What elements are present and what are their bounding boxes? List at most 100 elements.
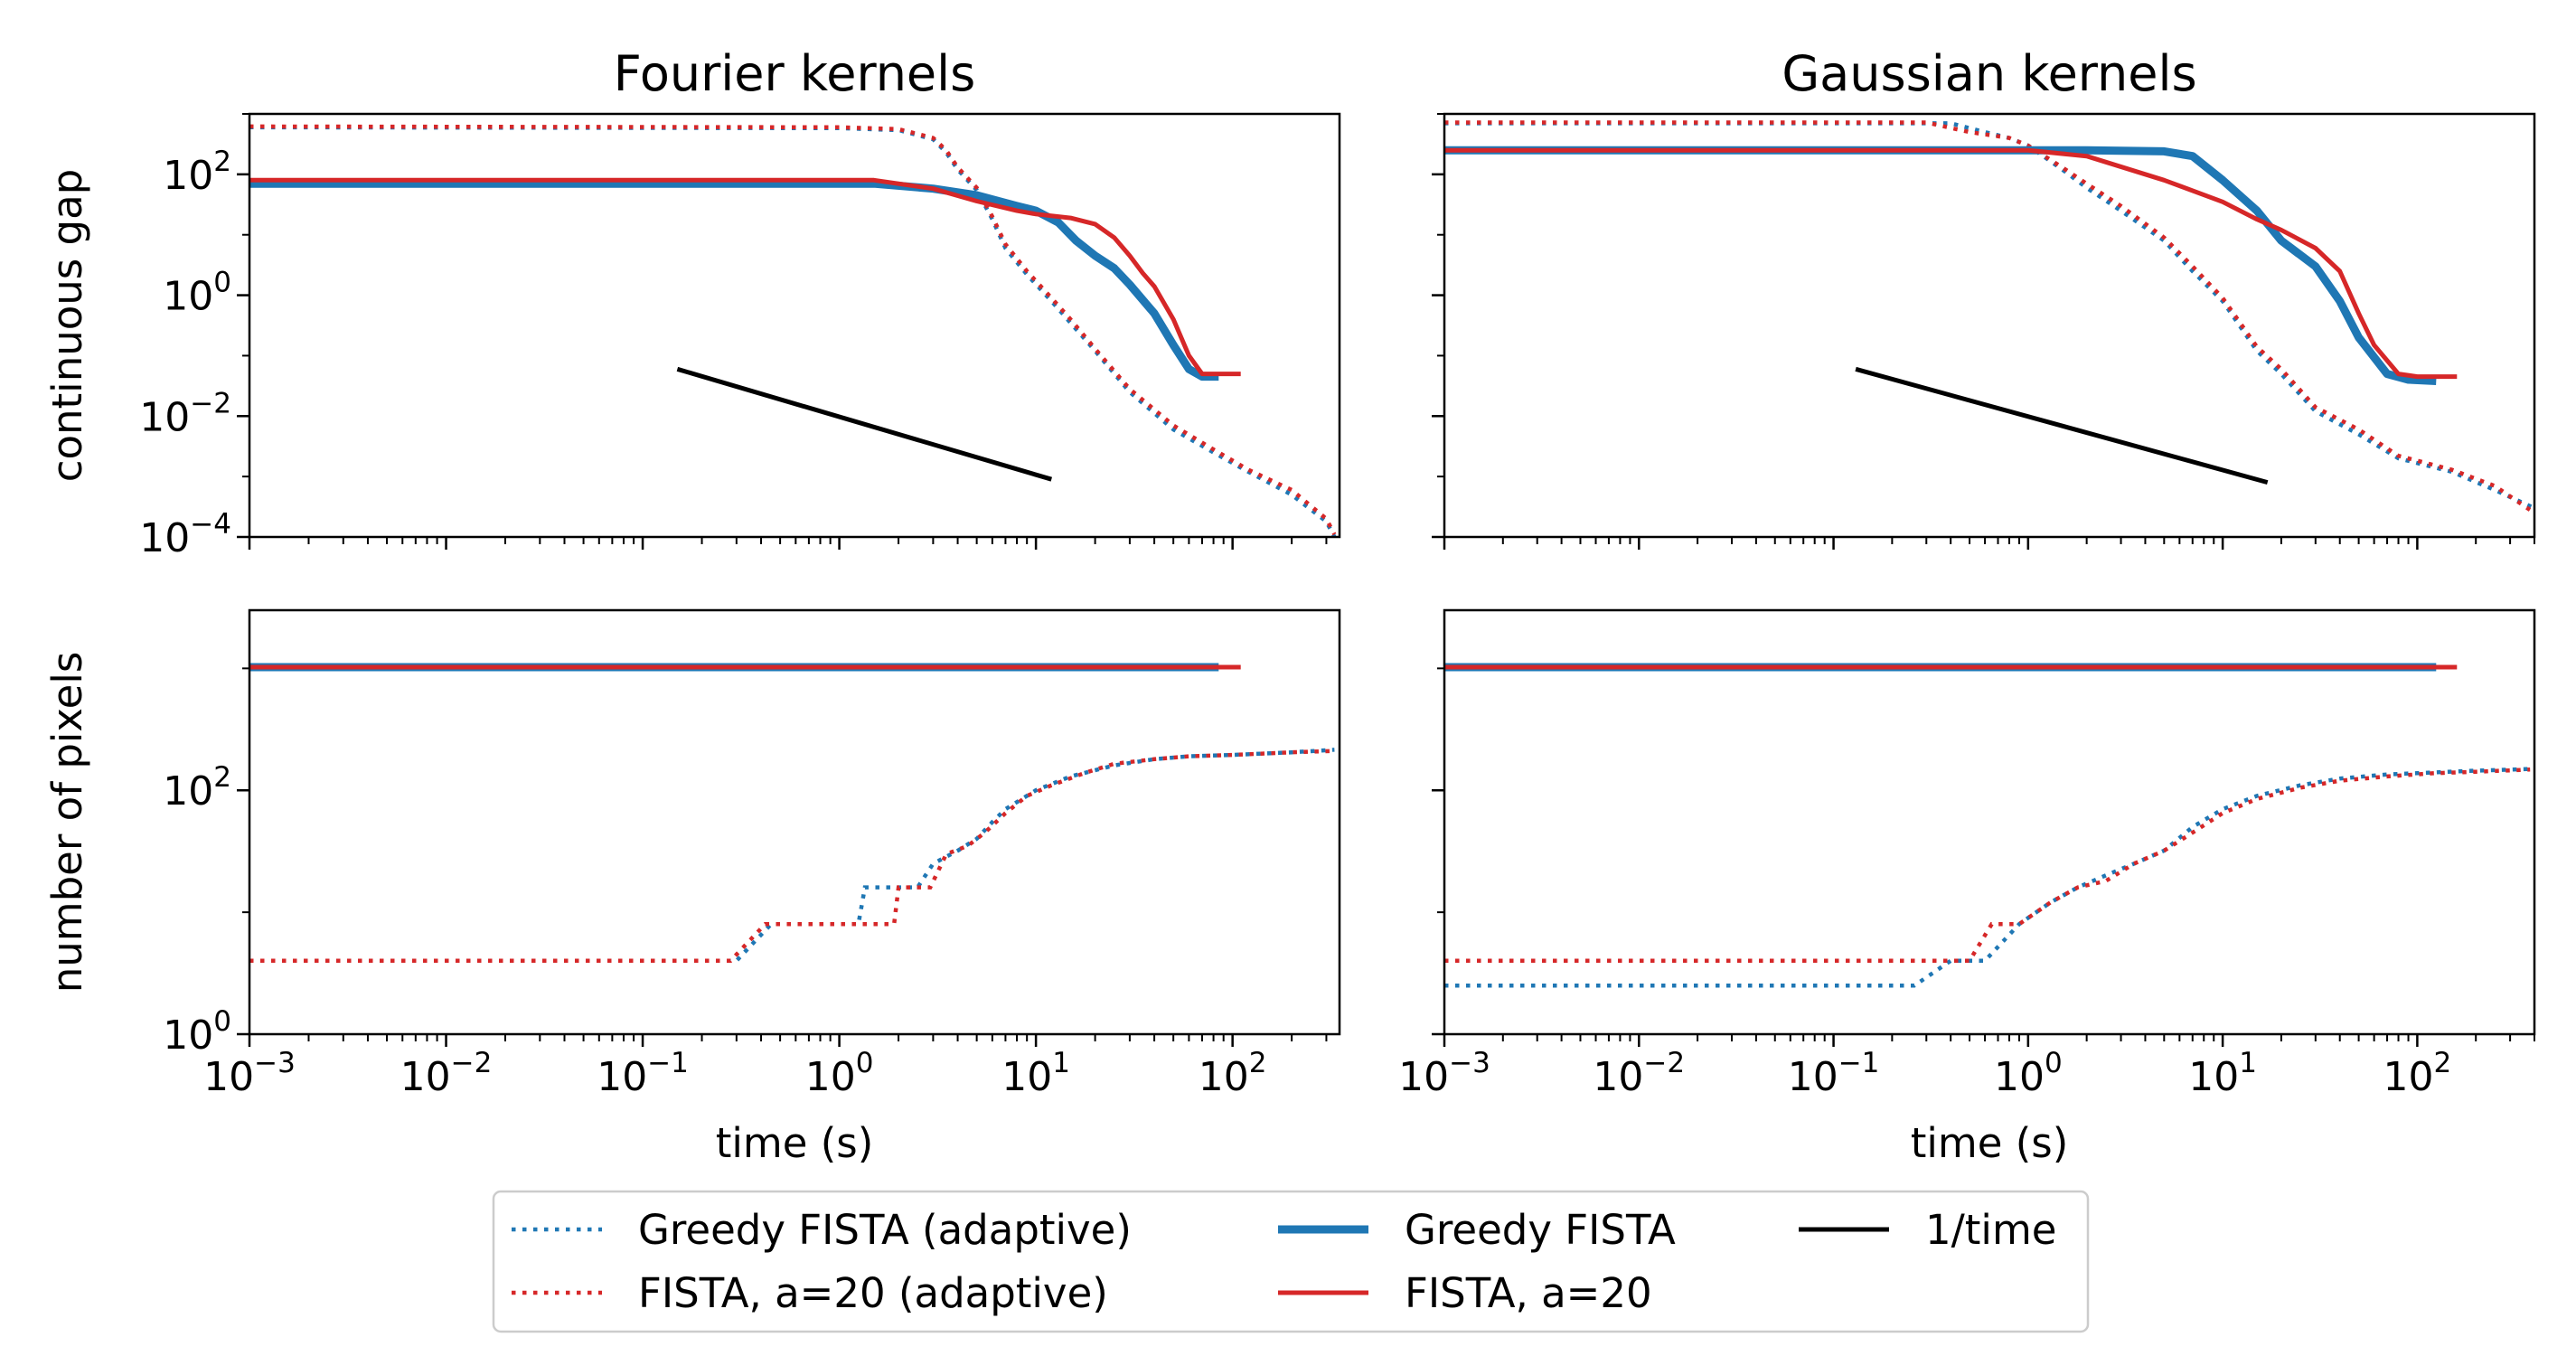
bottom-right-frame [1443,608,2536,1036]
top-left-y-ticks [237,113,249,539]
bottom-left-x-tick-label-0-exp: −3 [254,1047,296,1079]
bottom-right-series [1444,663,2534,988]
top-left-line-greedy-fista-adaptive [249,125,1337,537]
bottom-left-x-tick-label-1: 10−2 [400,1047,493,1100]
bottom-left-series [249,663,1335,964]
top-right-frame [1443,112,2536,539]
top-left-y-tick-label-2: 100 [163,267,231,320]
bottom-left-y-tick-label-1: 102 [163,761,231,815]
top-left-y-tick-label-0: 10−4 [139,508,231,561]
bottom-right-x-tick-label-5-base: 10 [2383,1054,2434,1100]
bottom-left-y-tick-label-1-exp: 2 [213,761,231,794]
top-left-line-greedy-fista [249,179,1219,381]
top-left-y-tick-label-1-base: 10 [139,394,190,440]
legend-label: 1/time [1925,1206,2056,1254]
top-left-y-tick-label-1: 10−2 [139,387,231,440]
legend-item-greedy-fista: Greedy FISTA [1278,1206,1676,1254]
bottom-right-x-tick-label-2-base: 10 [1788,1054,1838,1100]
legend-frame [492,1190,2090,1333]
bottom-left-x-tick-label-4-base: 10 [1001,1054,1052,1100]
bottom-left-y-tick-label-0-exp: 0 [213,1005,231,1038]
bottom-right-x-tick-label-1-exp: −2 [1643,1047,1685,1079]
bottom-right-line-greedy-fista-adaptive [1444,767,2534,988]
top-left-y-tick-label-2-exp: 0 [213,267,231,299]
bottom-left-frame [248,608,1341,1036]
bottom-right-x-tick-label-3-exp: 0 [2045,1047,2063,1079]
top-left-y-tick-label-3-exp: 2 [213,146,231,178]
legend-item-1-time: 1/time [1799,1206,2056,1254]
bottom-left-x-tick-label-5-base: 10 [1199,1054,1249,1100]
bottom-left-x-tick-label-3: 100 [805,1047,874,1100]
bottom-left-y-axis-label: number of pixels [43,652,91,993]
bottom-right-x-tick-label-4-base: 10 [2188,1054,2239,1100]
bottom-right-x-tick-label-1: 10−2 [1593,1047,1685,1100]
legend-label: FISTA, a=20 [1405,1269,1652,1317]
top-left-series [249,124,1337,537]
top-left-y-tick-label-0-exp: −4 [190,508,231,541]
bottom-left-line-fista-a-20-adaptive [249,749,1332,964]
top-left-line-fista-a-20 [249,177,1241,377]
legend-label: FISTA, a=20 (adaptive) [638,1269,1108,1317]
top-right-line-1-time [1855,366,2269,485]
top-right-line-greedy-fista-adaptive [1444,121,2534,511]
bottom-left-x-tick-label-4: 101 [1001,1047,1070,1100]
top-left-title: Fourier kernels [614,45,976,102]
bottom-right-x-tick-label-1-base: 10 [1593,1054,1643,1100]
bottom-left-x-tick-label-3-base: 10 [805,1054,856,1100]
top-left-frame [248,112,1341,539]
bottom-right-x-tick-label-2-exp: −1 [1838,1047,1880,1079]
bottom-left-x-tick-label-2: 10−1 [597,1047,689,1100]
bottom-left-line-greedy-fista-adaptive [249,748,1335,964]
bottom-right-x-tick-label-0: 10−3 [1398,1047,1490,1100]
top-left-y-tick-label-0-base: 10 [139,515,190,561]
top-left-x-ticks [248,537,1328,550]
top-right-line-fista-a-20 [1444,147,2458,380]
bottom-left-x-tick-label-5: 102 [1199,1047,1267,1100]
bottom-right-x-ticks [1443,1034,2535,1047]
bottom-left-x-tick-label-3-exp: 0 [856,1047,874,1079]
top-left-y-axis-label: continuous gap [43,169,91,483]
bottom-left-x-ticks [248,1034,1328,1047]
bottom-right-x-tick-label-3: 100 [1994,1047,2063,1100]
top-right-line-greedy-fista [1444,146,2437,385]
bottom-left-x-axis-label: time (s) [716,1119,874,1167]
top-left-line-fista-a-20-adaptive [249,124,1337,536]
legend: Greedy FISTA (adaptive) FISTA, a=20 (adap… [492,1190,2090,1333]
bottom-right-x-tick-label-0-exp: −3 [1449,1047,1490,1079]
top-left-y-tick-label-3: 102 [163,146,231,199]
legend-item-fista-a-20: FISTA, a=20 [1278,1269,1652,1317]
bottom-left-x-tick-label-2-exp: −1 [647,1047,689,1079]
legend-label: Greedy FISTA [1405,1206,1676,1254]
bottom-right-x-tick-label-2: 10−1 [1788,1047,1880,1100]
bottom-right-line-fista-a-20-adaptive [1444,767,2531,964]
top-right-x-ticks [1443,537,2535,550]
bottom-left-x-tick-label-4-exp: 1 [1052,1047,1070,1079]
bottom-right-y-ticks [1432,667,1444,1036]
top-left-line-1-time [676,366,1053,482]
bottom-left-y-tick-label-0-base: 10 [163,1012,213,1059]
bottom-left-y-tick-label-1-base: 10 [163,768,213,815]
top-right-line-fista-a-20-adaptive [1444,120,2534,515]
legend-label: Greedy FISTA (adaptive) [638,1206,1132,1254]
top-left-y-tick-label-1-exp: −2 [190,387,231,419]
bottom-left-y-tick-label-0: 100 [163,1005,231,1059]
bottom-left-x-tick-label-0: 10−3 [203,1047,296,1100]
bottom-right-x-tick-label-3-base: 10 [1994,1054,2045,1100]
bottom-right-x-tick-label-0-base: 10 [1398,1054,1449,1100]
top-left-y-tick-label-2-base: 10 [163,274,213,320]
bottom-right-x-tick-label-4-exp: 1 [2239,1047,2257,1079]
legend-item-fista-a-20-adaptive: FISTA, a=20 (adaptive) [512,1269,1108,1317]
bottom-right-x-tick-label-4: 101 [2188,1047,2257,1100]
bottom-left-x-tick-label-1-exp: −2 [451,1047,493,1079]
bottom-right-x-axis-label: time (s) [1911,1119,2069,1167]
bottom-right-x-tick-label-5: 102 [2383,1047,2452,1100]
top-right-title: Gaussian kernels [1782,45,2196,102]
bottom-right-x-tick-label-5-exp: 2 [2434,1047,2452,1079]
legend-item-greedy-fista-adaptive: Greedy FISTA (adaptive) [512,1206,1132,1254]
bottom-left-x-tick-label-0-base: 10 [203,1054,254,1100]
top-right-series [1444,120,2534,515]
